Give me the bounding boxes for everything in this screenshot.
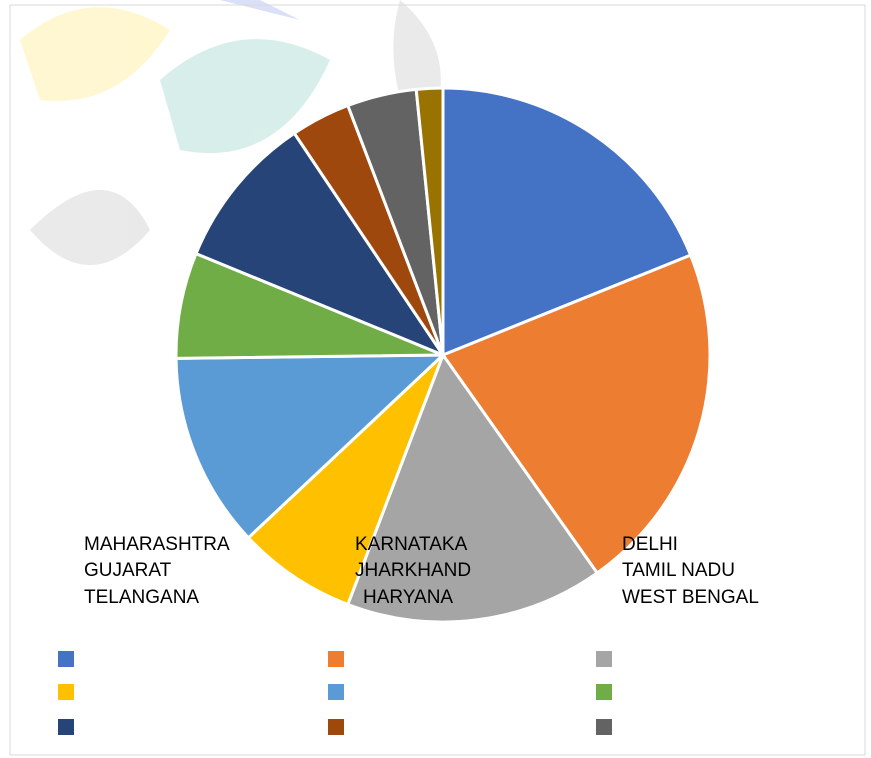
pie-slice <box>194 131 447 359</box>
pie-slice <box>174 353 447 540</box>
chart-frame <box>9 4 866 756</box>
legend-swatch <box>596 719 612 735</box>
pie-slice <box>414 86 445 356</box>
annotation-label: DELHI <box>622 534 678 555</box>
annotation-label: KARNATAKA <box>355 534 468 555</box>
legend <box>58 651 612 735</box>
annotation-label: MAHARASHTRA <box>84 534 230 555</box>
annotation-label: TELANGANA <box>84 587 199 608</box>
legend-swatch <box>596 684 612 700</box>
annotation-label: JHARKHAND <box>355 560 471 581</box>
annotation-label: WEST BENGAL <box>622 587 759 608</box>
pie-slice <box>246 353 445 607</box>
pie-slice <box>345 351 600 624</box>
pie-slice <box>441 86 693 358</box>
legend-swatch <box>596 651 612 667</box>
annotation-label: TAMIL NADU <box>622 560 735 581</box>
pie <box>174 86 712 624</box>
legend-swatch <box>58 651 74 667</box>
legend-swatch <box>328 684 344 700</box>
legend-swatch <box>328 719 344 735</box>
legend-swatch <box>58 719 74 735</box>
annotation-label: GUJARAT <box>84 560 172 581</box>
pie-slice <box>440 253 712 576</box>
legend-swatch <box>58 684 74 700</box>
annotations: MAHARASHTRA GUJARAT TELANGANA KARNATAKA JHAR… <box>84 534 759 608</box>
watermark <box>20 0 441 265</box>
annotation-label: HARYANA <box>363 587 453 608</box>
legend-swatch <box>328 651 344 667</box>
